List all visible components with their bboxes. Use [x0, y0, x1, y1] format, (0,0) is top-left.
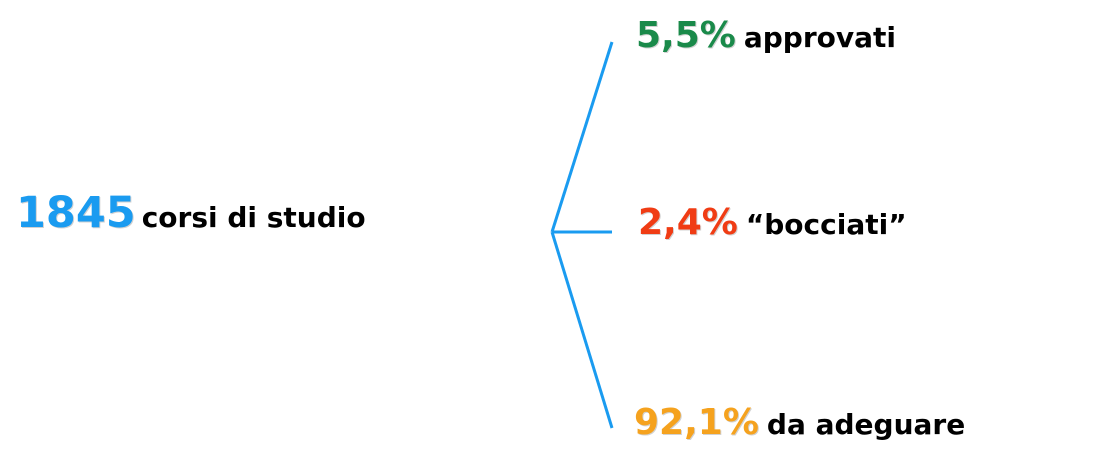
connector-line-top	[550, 41, 614, 233]
branch-rejected-percent: 2,4%	[638, 202, 738, 243]
branch-to-adjust-percent: 92,1%	[634, 402, 759, 443]
branch-to-adjust: 92,1% da adeguare	[634, 405, 965, 441]
branch-to-adjust-label: da adeguare	[766, 408, 966, 441]
root-description: corsi di studio	[141, 201, 366, 234]
root-node: 1845 corsi di studio	[16, 192, 366, 235]
branch-approved-label: approvati	[743, 21, 896, 54]
branch-approved: 5,5% approvati	[636, 18, 896, 54]
connector-line-bottom	[550, 231, 614, 429]
branch-rejected: 2,4% “bocciati”	[638, 205, 907, 241]
branch-rejected-label: “bocciati”	[745, 208, 907, 241]
branch-approved-percent: 5,5%	[636, 15, 736, 56]
root-count: 1845	[16, 188, 136, 238]
